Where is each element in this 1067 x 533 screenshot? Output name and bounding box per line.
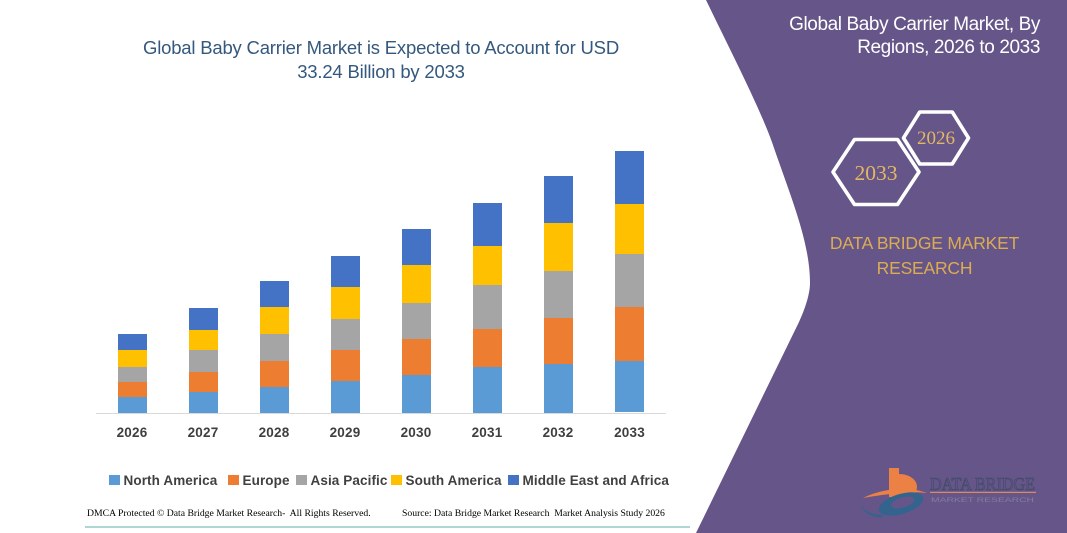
svg-text:MARKET RESEARCH: MARKET RESEARCH [931,497,1034,504]
svg-text:DATA BRIDGE: DATA BRIDGE [930,474,1035,494]
